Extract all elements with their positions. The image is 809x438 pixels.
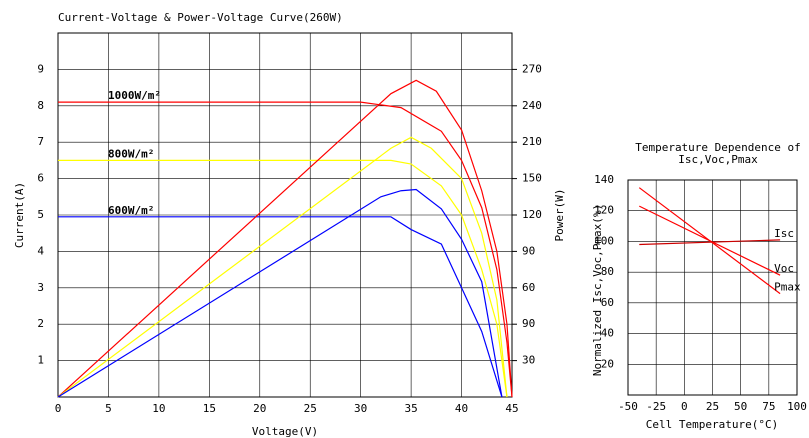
- y2-tick-label: 210: [522, 135, 542, 148]
- y-tick-label: 60: [601, 296, 614, 309]
- chart-title: Current-Voltage & Power-Voltage Curve(26…: [58, 11, 343, 24]
- x-tick-label: 0: [55, 402, 62, 415]
- x-tick-label: -25: [646, 400, 666, 413]
- y-tick-label: 120: [594, 204, 614, 217]
- x-axis-label: Voltage(V): [252, 425, 318, 438]
- series-line: [57, 79, 513, 398]
- x-tick-label: 25: [706, 400, 719, 413]
- x-tick-label: 30: [354, 402, 367, 415]
- y2-tick-label: 90: [522, 244, 535, 257]
- y2-tick-label: 120: [522, 208, 542, 221]
- series-line: [639, 239, 781, 246]
- series-label: Isc: [774, 227, 794, 240]
- y-tick-label: 6: [37, 172, 44, 185]
- y2-tick-label: 30: [522, 354, 535, 367]
- x-tick-label: 45: [505, 402, 518, 415]
- y-tick-label: 80: [601, 265, 614, 278]
- y-tick-label: 2: [37, 317, 44, 330]
- y2-tick-label: 270: [522, 62, 542, 75]
- y2-tick-label: 60: [522, 281, 535, 294]
- y-axis-label: Normalized Isc,Voc,Pmax(%): [591, 204, 604, 376]
- series-line: [638, 187, 781, 295]
- series-label: Pmax: [774, 281, 801, 294]
- y-tick-label: 1: [37, 354, 44, 367]
- x-tick-label: 35: [404, 402, 417, 415]
- x-tick-label: 20: [253, 402, 266, 415]
- series-line: [57, 136, 508, 398]
- series-line: [58, 216, 503, 398]
- x-tick-label: -50: [618, 400, 638, 413]
- y-tick-label: 7: [37, 135, 44, 148]
- series-label: Voc: [774, 262, 794, 275]
- y-tick-label: 140: [594, 173, 614, 186]
- y-tick-label: 9: [37, 62, 44, 75]
- y-tick-label: 3: [37, 281, 44, 294]
- series-line: [58, 101, 513, 398]
- x-tick-label: 15: [203, 402, 216, 415]
- y2-tick-label: 90: [522, 317, 535, 330]
- x-tick-label: 5: [105, 402, 112, 415]
- y2-tick-label: 240: [522, 99, 542, 112]
- y-tick-label: 4: [37, 244, 44, 257]
- x-tick-label: 50: [734, 400, 747, 413]
- series-label: 600W/m²: [108, 204, 154, 217]
- y2-tick-label: 150: [522, 172, 542, 185]
- y2-axis-label: Power(W): [553, 189, 566, 242]
- x-axis-label: Cell Temperature(°C): [646, 418, 778, 431]
- series-line: [57, 188, 503, 398]
- x-tick-label: 40: [455, 402, 468, 415]
- x-tick-label: 100: [787, 400, 807, 413]
- x-tick-label: 0: [681, 400, 688, 413]
- chart-title: Temperature Dependence of: [635, 141, 801, 154]
- series-line: [58, 159, 508, 398]
- y-tick-label: 40: [601, 327, 614, 340]
- x-tick-label: 75: [762, 400, 775, 413]
- x-tick-label: 10: [152, 402, 165, 415]
- x-tick-label: 25: [304, 402, 317, 415]
- y-tick-label: 20: [601, 357, 614, 370]
- series-label: 800W/m²: [108, 147, 154, 160]
- y-tick-label: 5: [37, 208, 44, 221]
- y-tick-label: 8: [37, 99, 44, 112]
- y-tick-label: 100: [594, 234, 614, 247]
- y-axis-label: Current(A): [13, 182, 26, 248]
- series-label: 1000W/m²: [108, 89, 161, 102]
- chart-subtitle: Isc,Voc,Pmax: [678, 153, 758, 166]
